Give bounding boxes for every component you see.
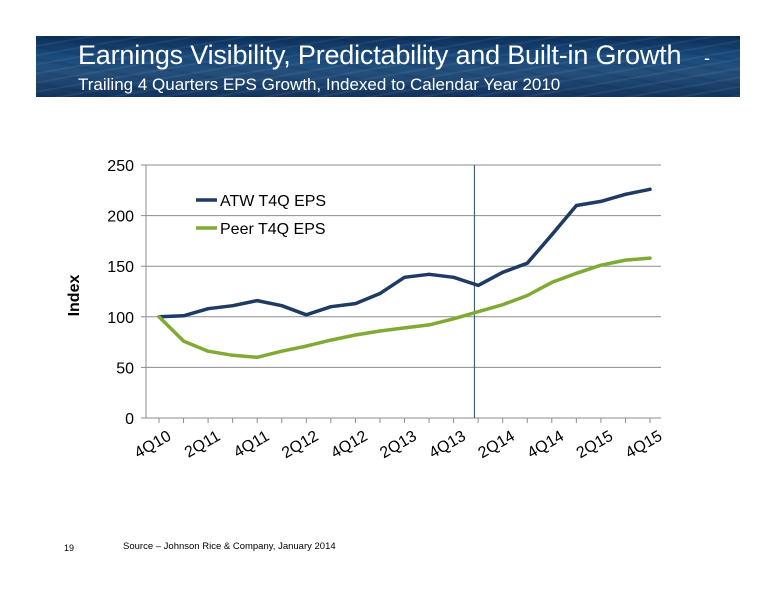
- data-point: [280, 349, 284, 353]
- x-tick-label: 4Q11: [231, 428, 272, 462]
- data-point: [476, 283, 480, 287]
- data-point: [550, 280, 554, 284]
- data-point: [648, 256, 652, 260]
- data-point: [599, 199, 603, 203]
- page-title: Earnings Visibility, Predictability and …: [78, 40, 682, 70]
- x-tick-label: 4Q10: [132, 428, 174, 462]
- data-point: [206, 349, 210, 353]
- data-point: [353, 333, 357, 337]
- data-point: [623, 258, 627, 262]
- data-point: [353, 302, 357, 306]
- title-dash: -: [704, 48, 710, 68]
- data-point: [574, 203, 578, 207]
- data-point: [525, 294, 529, 298]
- data-point: [329, 338, 333, 342]
- legend-label-atw: ATW T4Q EPS: [220, 193, 326, 210]
- data-point: [623, 192, 627, 196]
- data-point: [255, 299, 259, 303]
- data-point: [304, 344, 308, 348]
- data-point: [501, 303, 505, 307]
- data-point: [403, 326, 406, 330]
- y-tick-label: 150: [107, 259, 134, 276]
- y-tick-label: 200: [107, 209, 134, 226]
- x-tick-label: 2Q14: [476, 428, 518, 462]
- x-tick-label: 2Q11: [182, 428, 223, 462]
- page-number: 19: [64, 543, 75, 553]
- data-point: [231, 304, 235, 308]
- y-tick-label: 50: [116, 360, 134, 377]
- data-point: [452, 275, 456, 279]
- source-note: Source – Johnson Rice & Company, January…: [123, 541, 336, 552]
- y-tick-label: 0: [125, 411, 134, 428]
- x-tick-label: 4Q14: [525, 428, 567, 462]
- data-point: [304, 313, 308, 317]
- x-tick-label: 4Q15: [623, 428, 665, 462]
- data-point: [231, 353, 235, 357]
- data-point: [550, 233, 554, 237]
- legend-label-peer: Peer T4Q EPS: [220, 221, 326, 238]
- data-point: [476, 310, 480, 314]
- data-point: [378, 329, 382, 333]
- data-point: [182, 314, 186, 318]
- data-point: [280, 304, 284, 308]
- x-tick-label: 2Q12: [279, 428, 321, 462]
- y-tick-label: 100: [107, 310, 134, 327]
- data-point: [452, 317, 456, 321]
- data-point: [403, 275, 406, 279]
- x-tick-label: 2Q15: [574, 428, 616, 462]
- data-point: [525, 261, 529, 265]
- data-point: [501, 270, 505, 274]
- data-point: [157, 315, 161, 319]
- y-tick-label: 250: [107, 158, 134, 175]
- data-point: [427, 272, 431, 276]
- data-point: [182, 339, 186, 343]
- data-point: [599, 263, 603, 267]
- x-tick-label: 2Q13: [377, 428, 419, 462]
- data-point: [206, 307, 210, 311]
- data-point: [427, 323, 431, 327]
- data-point: [255, 355, 259, 359]
- x-tick-label: 4Q12: [328, 428, 370, 462]
- data-point: [329, 305, 333, 309]
- data-point: [378, 292, 382, 296]
- x-tick-label: 4Q13: [426, 428, 468, 462]
- page-subtitle: Trailing 4 Quarters EPS Growth, Indexed …: [78, 75, 561, 94]
- data-point: [574, 271, 578, 275]
- data-point: [648, 187, 652, 191]
- y-axis-label: Index: [66, 275, 83, 317]
- header-banner: Earnings Visibility, Predictability and …: [36, 36, 740, 97]
- ocean-texture: [36, 36, 740, 97]
